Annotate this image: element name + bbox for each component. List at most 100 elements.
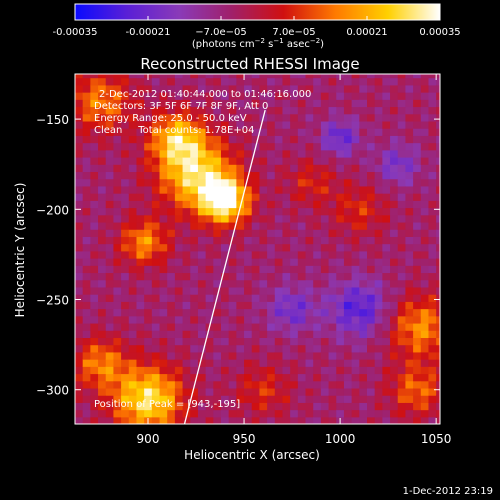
heatmap-cell: [151, 373, 161, 382]
heatmap-cell: [405, 387, 414, 396]
heatmap-cell: [320, 156, 330, 165]
heatmap-cell: [75, 207, 84, 216]
heatmap-cell: [221, 221, 230, 230]
heatmap-cell: [320, 207, 330, 216]
heatmap-cell: [205, 351, 214, 360]
heatmap-cell: [205, 250, 214, 259]
heatmap-cell: [251, 156, 261, 165]
heatmap-cell: [359, 395, 368, 403]
heatmap-cell: [420, 200, 430, 209]
heatmap-cell: [113, 359, 122, 367]
heatmap-cell: [413, 120, 422, 129]
heatmap-cell: [190, 207, 199, 216]
heatmap-cell: [90, 351, 99, 360]
heatmap-cell: [374, 279, 383, 288]
heatmap-cell: [382, 387, 391, 396]
heatmap-cell: [228, 236, 237, 245]
heatmap-cell: [136, 207, 145, 216]
heatmap-cell: [274, 84, 284, 93]
heatmap-cell: [228, 193, 237, 201]
heatmap-cell: [251, 330, 261, 339]
heatmap-cell: [420, 236, 430, 245]
heatmap-cell: [167, 258, 176, 266]
heatmap-cell: [221, 387, 230, 396]
heatmap-cell: [313, 207, 322, 216]
heatmap-cell: [282, 315, 291, 324]
heatmap-cell: [136, 322, 145, 331]
heatmap-cell: [105, 193, 115, 201]
heatmap-cell: [420, 156, 430, 165]
heatmap-cell: [420, 207, 430, 216]
heatmap-cell: [190, 409, 199, 418]
heatmap-cell: [351, 135, 360, 144]
heatmap-cell: [382, 171, 391, 180]
heatmap-cell: [259, 185, 268, 194]
heatmap-cell: [98, 351, 107, 360]
heatmap-cell: [405, 128, 414, 136]
heatmap-cell: [182, 128, 191, 136]
heatmap-cell: [367, 366, 376, 375]
heatmap-cell: [405, 207, 414, 216]
heatmap-cell: [367, 243, 376, 252]
heatmap-cell: [105, 359, 115, 367]
heatmap-cell: [320, 279, 330, 288]
heatmap-cell: [320, 221, 330, 230]
heatmap-cell: [197, 113, 207, 122]
heatmap-cell: [75, 258, 84, 266]
heatmap-cell: [197, 214, 207, 223]
heatmap-cell: [213, 149, 222, 158]
heatmap-cell: [297, 99, 307, 108]
heatmap-cell: [351, 243, 360, 252]
heatmap-cell: [343, 84, 353, 93]
heatmap-cell: [244, 164, 253, 173]
heatmap-cell: [397, 135, 407, 144]
heatmap-cell: [75, 294, 84, 302]
heatmap-cell: [320, 236, 330, 245]
heatmap-cell: [274, 92, 284, 100]
heatmap-cell: [374, 243, 383, 252]
heatmap-cell: [121, 164, 130, 173]
heatmap-cell: [251, 113, 261, 122]
heatmap-cell: [221, 92, 230, 100]
heatmap-cell: [75, 149, 84, 158]
heatmap-cell: [405, 373, 414, 382]
heatmap-cell: [151, 258, 161, 266]
heatmap-cell: [90, 221, 99, 230]
heatmap-cell: [98, 265, 107, 274]
heatmap-cell: [267, 351, 276, 360]
heatmap-cell: [151, 308, 161, 317]
heatmap-cell: [274, 178, 284, 187]
heatmap-cell: [75, 77, 84, 86]
heatmap-cell: [82, 322, 91, 331]
x-tick-label: 900: [137, 432, 160, 446]
heatmap-cell: [213, 113, 222, 122]
heatmap-cell: [328, 315, 337, 324]
heatmap-cell: [128, 301, 138, 310]
heatmap-cell: [182, 301, 191, 310]
heatmap-cell: [336, 229, 345, 237]
heatmap-cell: [351, 258, 360, 266]
heatmap-cell: [167, 322, 176, 331]
heatmap-cell: [221, 380, 230, 389]
heatmap-cell: [98, 380, 107, 389]
x-tick-label: 950: [233, 432, 256, 446]
heatmap-cell: [351, 106, 360, 115]
heatmap-cell: [282, 214, 291, 223]
heatmap-cell: [98, 156, 107, 165]
heatmap-cell: [428, 337, 437, 346]
heatmap-cell: [90, 185, 99, 194]
heatmap-cell: [113, 322, 122, 331]
heatmap-cell: [259, 92, 268, 100]
heatmap-cell: [313, 236, 322, 245]
heatmap-cell: [221, 315, 230, 324]
heatmap-cell: [382, 366, 391, 375]
heatmap-cell: [336, 322, 345, 331]
heatmap-cell: [428, 128, 437, 136]
heatmap-cell: [382, 74, 391, 79]
heatmap-cell: [328, 113, 337, 122]
heatmap-cell: [267, 272, 276, 281]
heatmap-cell: [282, 74, 291, 79]
heatmap-cell: [228, 243, 237, 252]
heatmap-cell: [343, 142, 353, 151]
heatmap-cell: [151, 395, 161, 403]
